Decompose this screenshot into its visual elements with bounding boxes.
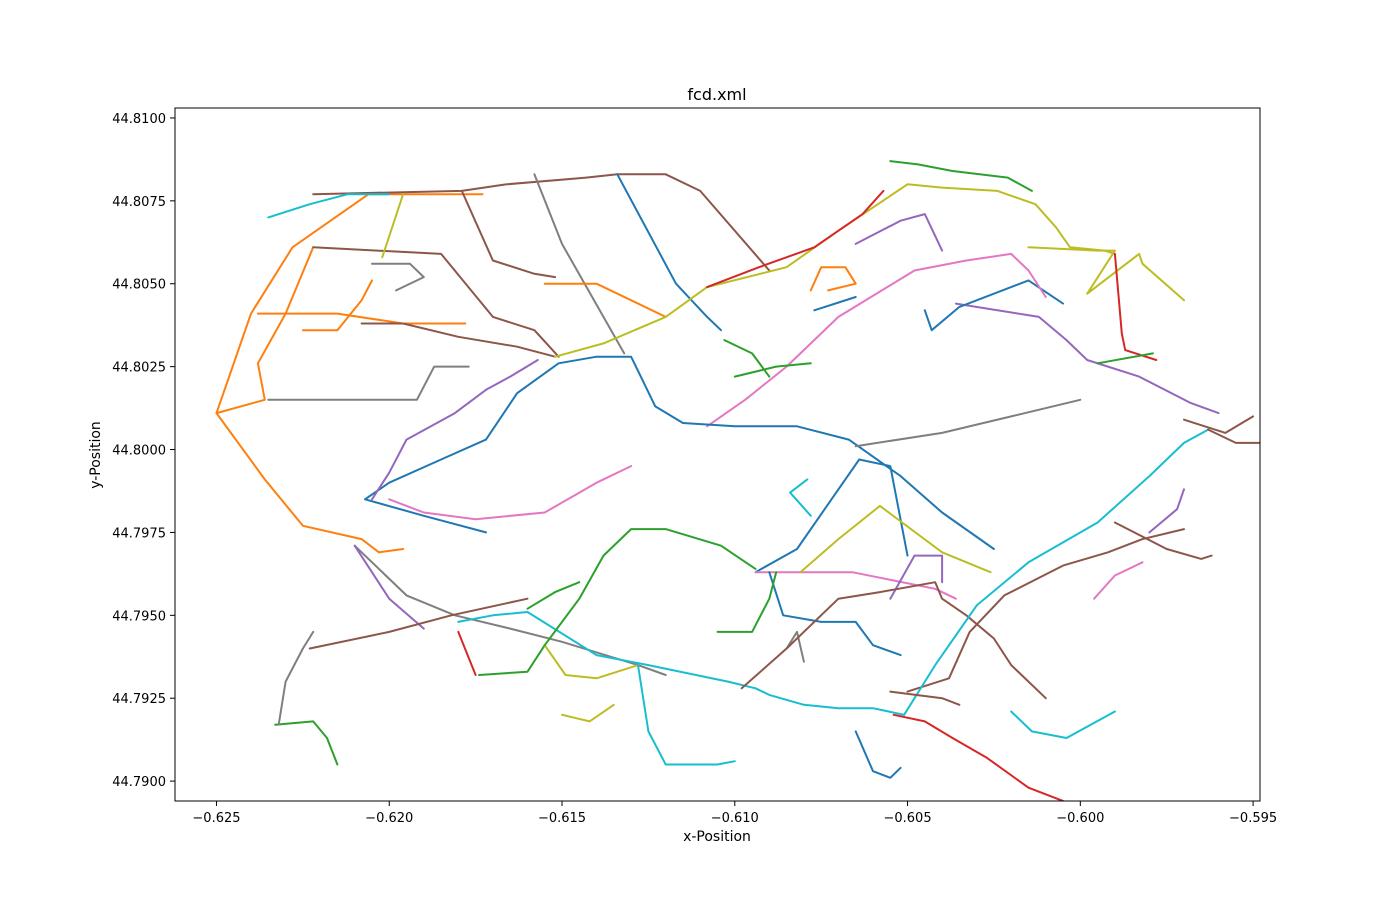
trace-line-32 [388,465,633,521]
trace-line-56 [1113,521,1213,560]
trace-line-61 [1010,710,1116,739]
x-tick-label: −0.620 [365,811,413,826]
trace-line-34 [353,544,425,630]
trace-line-7 [533,173,626,355]
trace-line-16 [706,189,885,289]
trace-line-14 [889,160,1033,192]
trace-line-35 [308,597,529,650]
y-tick-label: 44.7975 [112,526,166,541]
trace-line-46 [768,571,902,657]
trace-line-10 [267,193,391,219]
trace-line-40 [637,664,736,766]
x-axis-label: x-Position [683,829,751,845]
series-traces [215,160,1260,801]
trace-line-43 [754,571,957,600]
chart-title: fcd.xml [687,85,746,104]
y-tick-label: 44.7925 [112,692,166,707]
trace-line-11 [381,193,405,259]
trace-line-15 [554,183,1116,358]
trace-line-67 [526,581,581,610]
trace-line-55 [1207,428,1260,444]
trace-line-58 [1148,488,1185,534]
trace-line-37 [457,630,477,676]
trace-line-65 [277,630,315,726]
trace-line-60 [889,690,961,706]
trace-line-1 [215,412,405,554]
trace-line-8 [616,173,722,332]
trace-line-42 [754,458,909,574]
trace-line-48 [716,571,778,633]
y-tick-label: 44.8025 [112,361,166,376]
trace-line-66 [561,703,615,723]
trace-line-53 [906,528,1185,693]
plot-area-frame [174,107,1261,802]
trace-line-47 [785,630,805,663]
x-tick-label: −0.625 [192,811,240,826]
trace-line-54 [903,428,1210,716]
trace-line-2 [312,246,560,358]
trace-line-9 [543,282,667,318]
trace-line-26 [733,362,812,378]
y-tick-label: 44.8050 [112,278,166,293]
trace-line-45 [799,504,992,574]
x-tick-label: −0.600 [1056,811,1104,826]
trace-line-31 [371,359,539,501]
x-tick-label: −0.610 [711,811,759,826]
y-axis-label: y-Position [88,421,104,489]
trace-line-6 [460,189,557,279]
trace-line-41 [543,528,757,647]
y-axis: 44.7900 44.7925 44.7950 44.7975 44.8000 44.80… [112,112,175,790]
y-tick-label: 44.8000 [112,444,166,459]
trace-line-20 [954,302,1220,415]
trace-line-21 [1096,352,1154,365]
trace-line-59 [854,730,902,779]
trace-line-3 [256,312,467,325]
trace-line-52 [892,713,1066,801]
trace-line-22 [1183,415,1255,434]
trace-line-38 [457,611,757,690]
trace-line-12 [371,262,425,292]
y-tick-label: 44.7950 [112,609,166,624]
y-tick-label: 44.8075 [112,195,166,210]
trace-line-25 [706,252,1047,428]
trace-line-39 [543,644,639,680]
trace-line-50 [740,581,1047,700]
trace-line-18 [1027,246,1185,302]
trace-line-64 [274,720,339,766]
trace-line-36 [478,644,546,676]
x-tick-label: −0.605 [883,811,931,826]
trace-line-4 [267,365,470,401]
trace-line-5 [312,173,771,272]
trace-line-13 [360,322,557,358]
x-tick-label: −0.615 [538,811,586,826]
y-tick-label: 44.7900 [112,775,166,790]
trace-line-27 [723,339,771,378]
trace-line-28 [809,266,857,292]
x-axis: −0.625 −0.620 −0.615 −0.610 −0.605 −0.600 −0.5… [192,801,1277,826]
trace-line-62 [854,398,1082,448]
trace-line-63 [301,279,373,332]
trace-line-17 [854,213,944,252]
x-tick-label: −0.595 [1229,811,1277,826]
trace-line-44 [889,554,944,600]
trace-line-49 [789,478,812,517]
y-tick-label: 44.8100 [112,112,166,127]
trace-line-51 [754,687,906,716]
trace-line-29 [485,355,995,550]
trace-line-57 [1093,561,1144,600]
trace-line-24 [813,296,857,312]
